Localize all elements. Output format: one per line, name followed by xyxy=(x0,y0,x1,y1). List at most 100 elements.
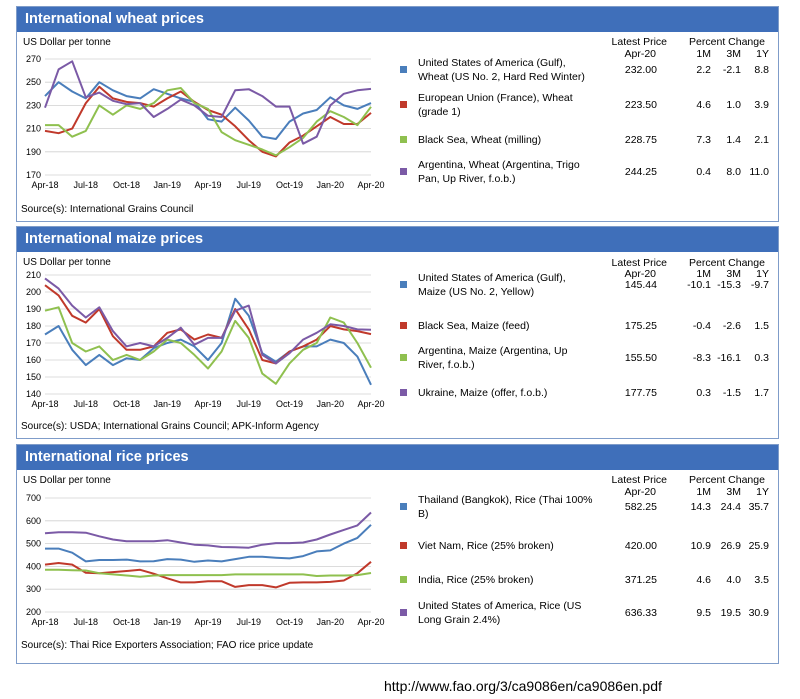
change-1y-value: 1.5 xyxy=(754,320,769,332)
change-3m-value: 8.0 xyxy=(726,166,741,178)
legend-swatch xyxy=(400,281,407,288)
legend-series-name: European Union (France), Wheat (grade 1) xyxy=(418,92,573,118)
x-tick-label: Jul-18 xyxy=(73,617,98,627)
legend-row: United States of America, Rice (US Long … xyxy=(400,599,780,627)
header-1y: 1Y xyxy=(756,486,769,498)
change-1m-value: 10.9 xyxy=(690,540,711,552)
legend-series-name: United States of America (Gulf), Wheat (… xyxy=(418,57,585,83)
legend-series-name: Thailand (Bangkok), Rice (Thai 100% B) xyxy=(418,494,593,520)
panel-title: International maize prices xyxy=(17,227,778,252)
legend-swatch xyxy=(400,101,407,108)
latest-price-value: 371.25 xyxy=(624,574,657,586)
legend-swatch xyxy=(400,66,407,73)
legend-row: Ukraine, Maize (offer, f.o.b.) 177.75 0.3-… xyxy=(400,379,780,407)
header-latest-price: Latest Price xyxy=(611,474,667,486)
change-1m-value: 4.6 xyxy=(696,99,711,111)
source-note: Source(s): USDA; International Grains Co… xyxy=(21,421,319,432)
y-tick-label: 200 xyxy=(26,607,41,617)
header-3m: 3M xyxy=(726,268,741,280)
latest-price-value: 155.50 xyxy=(624,352,657,364)
legend-row: Black Sea, Maize (feed) 175.25 -0.4 -2.6 1.5 xyxy=(400,312,780,340)
legend-swatch xyxy=(400,389,407,396)
series-line-2 xyxy=(44,306,372,385)
change-1y-value: 11.0 xyxy=(749,166,769,178)
change-1y-value: 2.1 xyxy=(754,134,769,146)
latest-price-value: 582.25 xyxy=(624,501,657,513)
y-tick-label: 210 xyxy=(26,270,41,280)
y-tick-label: 230 xyxy=(26,100,41,110)
legend-series-name: Viet Nam, Rice (25% broken) xyxy=(418,540,554,552)
change-1m-value: -0.4 xyxy=(692,320,711,332)
header-percent-change: Percent Change xyxy=(689,257,765,269)
x-tick-label: Jan-20 xyxy=(316,180,344,190)
maize-panel: International maize prices US Dollar per… xyxy=(16,226,779,439)
line-chart: 200 300 400 500 600 700 Apr-18 Jul-18 Oct-18 Jan-… xyxy=(26,493,385,627)
x-tick-label: Jul-18 xyxy=(73,399,98,409)
x-tick-label: Apr-19 xyxy=(194,617,221,627)
legend-series-name: United States of America, Rice (US Long … xyxy=(418,600,582,626)
change-3m-value: -2.1 xyxy=(722,64,741,76)
latest-price-value: 145.44 xyxy=(624,279,657,291)
y-tick-label: 270 xyxy=(26,54,41,64)
header-3m: 3M xyxy=(726,486,741,498)
latest-price-value: 232.00 xyxy=(624,64,657,76)
y-tick-label: 300 xyxy=(26,584,41,594)
change-1y-value: 8.8 xyxy=(754,64,769,76)
line-chart: 170 190 210 230 250 270 Apr-18 Jul-18 Oct-18 Jan-… xyxy=(26,54,385,190)
x-tick-label: Jan-19 xyxy=(153,617,181,627)
source-url: http://www.fao.org/3/ca9086en/ca9086en.p… xyxy=(384,678,662,694)
series-line-3 xyxy=(44,511,372,549)
legend-row: United States of America (Gulf), Maize (… xyxy=(400,271,780,299)
x-tick-label: Apr-20 xyxy=(357,180,384,190)
change-3m-value: -15.3 xyxy=(717,279,741,291)
change-1y-value: 35.7 xyxy=(748,501,769,513)
series-line-1 xyxy=(44,85,372,158)
x-tick-label: Jan-19 xyxy=(153,399,181,409)
x-tick-label: Apr-19 xyxy=(194,180,221,190)
series-line-0 xyxy=(44,297,372,386)
y-axis-unit-label: US Dollar per tonne xyxy=(23,37,111,48)
header-latest-price: Latest Price xyxy=(611,36,667,48)
legend-series-name: United States of America (Gulf), Maize (… xyxy=(418,272,566,298)
x-tick-label: Oct-18 xyxy=(113,617,140,627)
legend-swatch xyxy=(400,354,407,361)
latest-price-value: 420.00 xyxy=(624,540,657,552)
change-3m-value: 24.4 xyxy=(720,501,741,513)
latest-price-value: 223.50 xyxy=(624,99,657,111)
header-latest-price: Latest Price xyxy=(611,257,667,269)
source-note: Source(s): Thai Rice Exporters Associati… xyxy=(21,640,314,651)
change-3m-value: 19.5 xyxy=(720,607,741,619)
header-latest-date: Apr-20 xyxy=(624,268,656,280)
y-tick-label: 210 xyxy=(26,124,41,134)
legend-swatch xyxy=(400,576,407,583)
change-1y-value: -9.7 xyxy=(750,279,769,291)
header-1y: 1Y xyxy=(756,268,769,280)
x-tick-label: Apr-18 xyxy=(31,617,58,627)
change-1y-value: 30.9 xyxy=(748,607,769,619)
change-1m-value: 4.6 xyxy=(696,574,711,586)
change-1m-value: 14.3 xyxy=(690,501,711,513)
x-tick-label: Oct-19 xyxy=(276,617,303,627)
change-1m-value: 9.5 xyxy=(696,607,711,619)
latest-price-value: 244.25 xyxy=(624,166,657,178)
latest-price-value: 636.33 xyxy=(624,607,657,619)
y-tick-label: 190 xyxy=(26,304,41,314)
change-1m-value: 0.3 xyxy=(696,387,711,399)
y-tick-label: 170 xyxy=(26,338,41,348)
y-tick-label: 200 xyxy=(26,287,41,297)
y-tick-label: 250 xyxy=(26,77,41,87)
legend-swatch xyxy=(400,322,407,329)
change-1y-value: 25.9 xyxy=(748,540,769,552)
legend-series-name: India, Rice (25% broken) xyxy=(418,574,534,586)
header-1y: 1Y xyxy=(756,48,769,60)
panel-title: International rice prices xyxy=(17,445,778,470)
x-tick-label: Jan-19 xyxy=(153,180,181,190)
legend-swatch xyxy=(400,168,407,175)
header-1m: 1M xyxy=(696,486,711,498)
change-1y-value: 3.9 xyxy=(754,99,769,111)
x-tick-label: Oct-19 xyxy=(276,180,303,190)
series-line-2 xyxy=(45,568,372,578)
legend-row: Viet Nam, Rice (25% broken) 420.00 10.9 26.… xyxy=(400,532,780,560)
y-tick-label: 400 xyxy=(26,561,41,571)
change-1y-value: 1.7 xyxy=(754,387,769,399)
